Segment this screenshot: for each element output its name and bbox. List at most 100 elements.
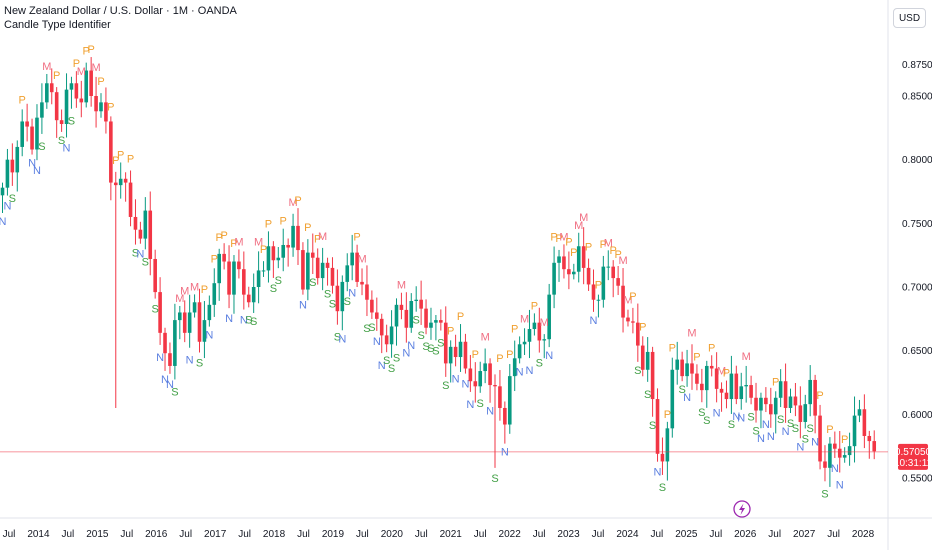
candle[interactable] — [345, 253, 350, 292]
candle[interactable] — [404, 292, 409, 343]
candle[interactable] — [399, 292, 404, 320]
candle[interactable] — [503, 401, 507, 444]
candle[interactable] — [773, 391, 778, 434]
candle[interactable] — [89, 57, 93, 107]
candle[interactable] — [567, 251, 571, 290]
candle[interactable] — [591, 269, 596, 312]
candle[interactable] — [360, 268, 364, 296]
candle[interactable] — [256, 251, 261, 304]
candle[interactable] — [631, 307, 635, 334]
candle[interactable] — [695, 364, 699, 391]
candle[interactable] — [143, 197, 148, 250]
candle[interactable] — [325, 257, 330, 286]
candle[interactable] — [123, 172, 128, 202]
candle[interactable] — [94, 76, 98, 128]
candle[interactable] — [246, 286, 251, 308]
candle[interactable] — [517, 336, 522, 364]
candle[interactable] — [163, 327, 167, 371]
candle[interactable] — [734, 365, 739, 405]
candle[interactable] — [394, 298, 399, 346]
candle[interactable] — [621, 268, 625, 333]
candle[interactable] — [99, 93, 103, 118]
candle[interactable] — [512, 340, 517, 392]
candle[interactable] — [389, 310, 394, 358]
candle[interactable] — [59, 109, 64, 132]
candle[interactable] — [847, 432, 852, 466]
candle[interactable] — [611, 260, 615, 298]
candle[interactable] — [754, 382, 758, 423]
candle[interactable] — [138, 221, 143, 244]
candle[interactable] — [173, 303, 177, 380]
candle[interactable] — [616, 265, 620, 296]
candle[interactable] — [749, 375, 753, 405]
candle[interactable] — [665, 421, 670, 481]
candle[interactable] — [576, 232, 581, 283]
candle[interactable] — [443, 306, 448, 377]
candle[interactable] — [79, 80, 84, 118]
candle[interactable] — [798, 386, 803, 439]
candle[interactable] — [675, 341, 680, 385]
candle[interactable] — [527, 309, 532, 359]
candle[interactable] — [542, 334, 547, 359]
candle[interactable] — [680, 351, 684, 382]
candle[interactable] — [448, 340, 453, 383]
candle[interactable] — [310, 233, 315, 275]
candle[interactable] — [852, 396, 857, 463]
candle[interactable] — [532, 313, 537, 336]
candle[interactable] — [606, 250, 611, 281]
candle[interactable] — [335, 269, 340, 325]
candle[interactable] — [739, 372, 744, 410]
candle[interactable] — [178, 305, 182, 340]
candle[interactable] — [212, 268, 217, 317]
candle[interactable] — [818, 404, 822, 470]
candle[interactable] — [769, 387, 773, 428]
candle[interactable] — [581, 227, 586, 285]
candle[interactable] — [586, 258, 591, 291]
candle[interactable] — [478, 361, 483, 393]
candle[interactable] — [493, 374, 497, 468]
candle[interactable] — [813, 374, 817, 434]
candle[interactable] — [168, 342, 172, 374]
candle[interactable] — [355, 244, 359, 287]
candle[interactable] — [133, 199, 138, 245]
candle[interactable] — [207, 295, 212, 327]
candle[interactable] — [729, 355, 734, 414]
candle[interactable] — [808, 365, 812, 417]
candle[interactable] — [232, 255, 236, 314]
candle[interactable] — [557, 249, 561, 282]
candle[interactable] — [862, 394, 867, 449]
candle[interactable] — [379, 313, 384, 354]
candle[interactable] — [54, 87, 59, 138]
candle[interactable] — [202, 301, 207, 359]
candle[interactable] — [409, 293, 414, 333]
candle[interactable] — [429, 307, 433, 340]
candle[interactable] — [596, 294, 601, 318]
candle[interactable] — [315, 248, 320, 285]
candle[interactable] — [251, 273, 256, 313]
symbol-title[interactable]: New Zealand Dollar / U.S. Dollar · 1M · … — [4, 5, 237, 17]
candle[interactable] — [719, 382, 724, 412]
candle[interactable] — [35, 104, 39, 161]
candle[interactable] — [424, 299, 428, 335]
candle[interactable] — [537, 307, 542, 353]
candle[interactable] — [759, 392, 763, 429]
event-lightning-icon[interactable] — [733, 500, 751, 518]
candle[interactable] — [330, 257, 335, 294]
candle[interactable] — [109, 116, 113, 201]
candle[interactable] — [724, 380, 729, 409]
candle[interactable] — [192, 294, 197, 318]
candle[interactable] — [5, 148, 10, 196]
candle[interactable] — [552, 246, 556, 309]
candle[interactable] — [242, 251, 246, 310]
candle[interactable] — [222, 243, 226, 270]
candle[interactable] — [744, 365, 748, 403]
candle[interactable] — [0, 182, 5, 214]
candle[interactable] — [25, 103, 29, 142]
candle[interactable] — [64, 73, 69, 138]
candle[interactable] — [867, 430, 872, 459]
indicator-name[interactable]: Candle Type Identifier — [4, 19, 111, 31]
candle[interactable] — [690, 344, 694, 390]
candle[interactable] — [640, 336, 645, 377]
candle[interactable] — [375, 297, 379, 331]
